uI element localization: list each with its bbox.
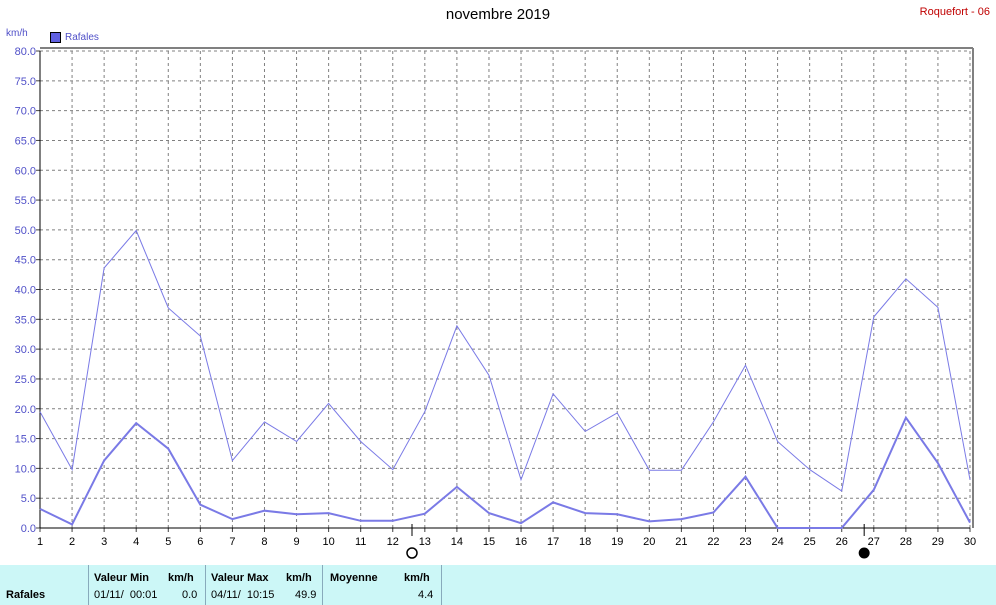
y-tick-label: 55.0 <box>15 195 36 207</box>
stats-divider <box>88 565 89 605</box>
series-line-1 <box>39 229 971 492</box>
x-tick-label: 8 <box>261 536 267 548</box>
station-name: Roquefort - 06 <box>919 6 990 18</box>
stats-avg-header: Moyenne <box>330 572 378 584</box>
stats-panel: Rafales Valeur Min km/h 01/11/ 00:01 0.0… <box>0 565 996 605</box>
x-tick-label: 2 <box>69 536 75 548</box>
stats-max-header: Valeur Max <box>211 572 269 584</box>
stats-avg-unit: km/h <box>404 572 430 584</box>
x-tick-label: 11 <box>355 536 366 548</box>
x-tick-label: 29 <box>932 536 944 548</box>
x-tick-label: 26 <box>836 536 848 548</box>
y-tick-label: 10.0 <box>15 463 36 475</box>
y-tick-label: 45.0 <box>15 255 36 267</box>
legend-swatch <box>50 32 61 43</box>
legend: Rafales <box>50 32 99 43</box>
y-tick-label: 40.0 <box>15 285 36 297</box>
y-tick-label: 5.0 <box>21 493 36 505</box>
stats-max-value: 49.9 <box>295 589 317 601</box>
x-tick-label: 10 <box>322 536 334 548</box>
full-moon-icon <box>858 547 870 559</box>
x-tick-label: 17 <box>547 536 559 548</box>
y-axis-unit: km/h <box>6 28 28 39</box>
x-tick-label: 30 <box>964 536 976 548</box>
x-tick-label: 18 <box>579 536 591 548</box>
x-tick-label: 23 <box>739 536 751 548</box>
x-tick-label: 6 <box>197 536 203 548</box>
x-tick-label: 27 <box>868 536 880 548</box>
x-tick-label: 15 <box>483 536 495 548</box>
stats-max-date: 04/11/ 10:15 <box>211 589 275 601</box>
x-tick-label: 19 <box>611 536 623 548</box>
y-tick-label: 60.0 <box>15 165 36 177</box>
x-tick-label: 1 <box>37 536 43 548</box>
x-tick-label: 4 <box>133 536 139 548</box>
x-tick-label: 16 <box>515 536 527 548</box>
x-tick-label: 24 <box>771 536 783 548</box>
stats-min-unit: km/h <box>168 572 194 584</box>
y-tick-label: 65.0 <box>15 135 36 147</box>
x-tick-label: 21 <box>675 536 687 548</box>
chart-title: novembre 2019 <box>445 6 551 23</box>
x-tick-label: 13 <box>419 536 431 548</box>
y-tick-label: 30.0 <box>15 344 36 356</box>
y-tick-label: 0.0 <box>21 523 36 535</box>
y-tick-label: 75.0 <box>15 76 36 88</box>
chart: 0.0 5.0 10.0 15.0 20.0 25.0 30.0 35.0 40.0 45.0 50… <box>15 46 976 559</box>
stats-max-unit: km/h <box>286 572 312 584</box>
x-tick-label: 22 <box>707 536 719 548</box>
stats-min-date: 01/11/ 00:01 <box>94 589 158 601</box>
x-tick-label: 14 <box>451 536 463 548</box>
x-tick-label: 9 <box>293 536 299 548</box>
stats-divider <box>441 565 442 605</box>
x-tick-label: 20 <box>643 536 655 548</box>
new-moon-icon <box>406 547 418 559</box>
series-line-2 <box>39 415 971 529</box>
y-tick-label: 35.0 <box>15 314 36 326</box>
stats-row-label: Rafales <box>6 589 46 601</box>
y-tick-label: 20.0 <box>15 404 36 416</box>
x-tick-label: 5 <box>165 536 171 548</box>
stats-min-value: 0.0 <box>182 589 198 601</box>
y-tick-label: 70.0 <box>15 106 36 118</box>
x-tick-label: 12 <box>387 536 399 548</box>
x-tick-label: 28 <box>900 536 912 548</box>
y-tick-label: 50.0 <box>15 225 36 237</box>
legend-label: Rafales <box>65 32 99 43</box>
x-tick-label: 3 <box>101 536 107 548</box>
stats-avg-value: 4.4 <box>418 589 434 601</box>
x-tick-label: 7 <box>229 536 235 548</box>
y-tick-label: 15.0 <box>15 434 36 446</box>
stats-divider <box>205 565 206 605</box>
x-tick-label: 25 <box>804 536 816 548</box>
y-tick-label: 80.0 <box>15 46 36 58</box>
y-tick-label: 25.0 <box>15 374 36 386</box>
stats-divider <box>322 565 323 605</box>
stats-min-header: Valeur Min <box>94 572 150 584</box>
